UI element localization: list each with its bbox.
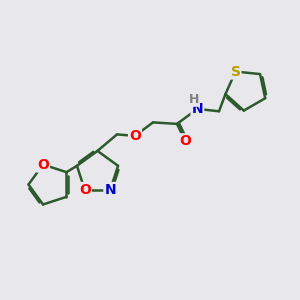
- Text: O: O: [179, 134, 191, 148]
- Text: S: S: [230, 64, 241, 79]
- Text: H: H: [189, 93, 199, 106]
- Text: O: O: [129, 129, 141, 143]
- Text: O: O: [79, 183, 91, 197]
- Text: O: O: [37, 158, 49, 172]
- Text: N: N: [104, 183, 116, 197]
- Text: N: N: [192, 102, 203, 116]
